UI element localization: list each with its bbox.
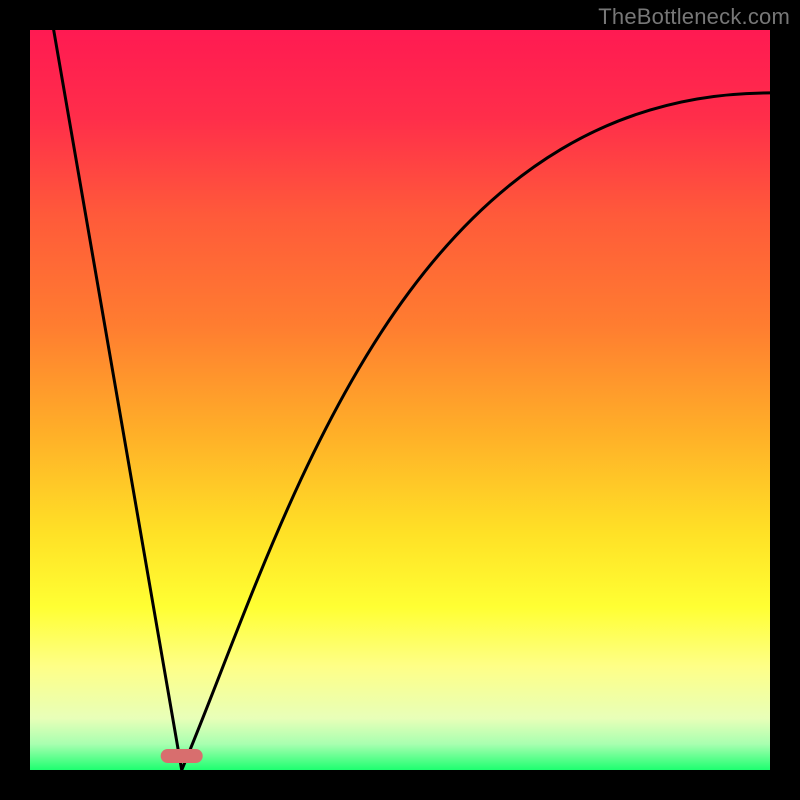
chart-container: TheBottleneck.com <box>0 0 800 800</box>
minimum-marker <box>161 749 203 763</box>
bottleneck-chart <box>0 0 800 800</box>
plot-background <box>30 30 770 770</box>
plot-area <box>30 30 770 770</box>
watermark-text: TheBottleneck.com <box>598 4 790 30</box>
